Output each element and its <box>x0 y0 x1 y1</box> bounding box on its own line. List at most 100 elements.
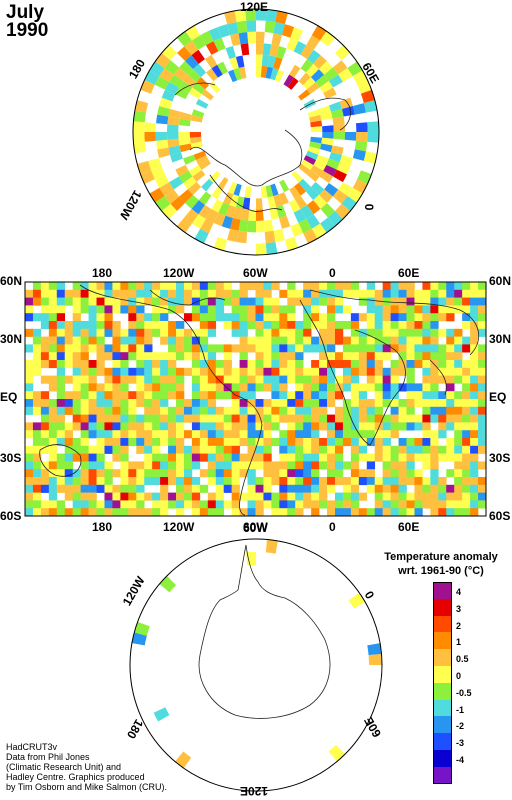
anomaly-cell <box>207 282 217 291</box>
anomaly-cell <box>168 453 177 462</box>
anomaly-cell <box>48 477 58 486</box>
anomaly-cell <box>382 336 391 345</box>
polar-anomaly-cell <box>352 103 366 115</box>
anomaly-cell <box>96 438 105 447</box>
anomaly-cell <box>327 453 336 462</box>
anomaly-cell <box>176 328 185 337</box>
anomaly-cell <box>279 453 288 462</box>
anomaly-cell <box>319 297 328 306</box>
anomaly-cell <box>358 352 368 361</box>
anomaly-cell <box>112 500 121 509</box>
anomaly-cell <box>72 438 81 447</box>
anomaly-cell <box>382 321 391 330</box>
anomaly-cell <box>136 391 145 400</box>
anomaly-cell <box>32 297 42 306</box>
polar-anomaly-cell <box>236 20 248 34</box>
polar-anomaly-cell <box>286 37 299 52</box>
anomaly-cell <box>398 453 407 462</box>
anomaly-cell <box>56 477 66 486</box>
anomaly-cell <box>247 445 256 454</box>
anomaly-cell <box>334 438 344 447</box>
anomaly-cell <box>64 469 73 478</box>
anomaly-cell <box>279 289 288 298</box>
anomaly-cell <box>470 430 479 439</box>
anomaly-cell <box>358 383 368 392</box>
anomaly-cell <box>263 445 272 454</box>
anomaly-cell <box>430 391 439 400</box>
anomaly-cell <box>128 352 137 361</box>
anomaly-cell <box>215 422 225 431</box>
anomaly-cell <box>414 399 423 408</box>
anomaly-cell <box>168 492 177 501</box>
polar-anomaly-cell <box>205 41 219 55</box>
anomaly-cell <box>183 352 193 361</box>
anomaly-cell <box>446 399 455 408</box>
anomaly-cell <box>247 297 256 306</box>
anomaly-cell <box>414 305 423 314</box>
anomaly-cell <box>152 321 161 330</box>
anomaly-cell <box>406 500 415 509</box>
anomaly-cell <box>311 453 320 462</box>
anomaly-cell <box>168 469 177 478</box>
legend-title-line1: Temperature anomaly <box>384 551 498 563</box>
anomaly-cell <box>438 375 447 384</box>
polar-anomaly-cell <box>256 220 265 233</box>
anomaly-cell <box>80 297 89 306</box>
polar-anomaly-cell <box>264 20 276 34</box>
anomaly-cell <box>462 289 471 298</box>
polar-anomaly-cell <box>235 196 245 209</box>
polar-anomaly-cell <box>300 204 314 219</box>
anomaly-cell <box>454 297 463 306</box>
anomaly-cell <box>48 344 58 353</box>
polar-anomaly-cell <box>206 68 218 82</box>
anomaly-cell <box>96 360 105 369</box>
anomaly-cell <box>96 469 105 478</box>
anomaly-cell <box>215 391 225 400</box>
anomaly-cell <box>48 445 58 454</box>
anomaly-cell <box>342 477 352 486</box>
legend-swatch <box>433 649 452 666</box>
bottom-tick-60e: 60E <box>398 520 420 534</box>
polar-anomaly-cell <box>140 80 155 94</box>
anomaly-cell <box>247 367 256 376</box>
anomaly-cell <box>112 297 121 306</box>
anomaly-cell <box>88 492 97 501</box>
anomaly-cell <box>334 321 344 330</box>
polar-anomaly-cell <box>332 116 345 126</box>
anomaly-cell <box>25 422 34 431</box>
anomaly-cell <box>366 282 376 291</box>
anomaly-cell <box>223 313 232 322</box>
anomaly-cell <box>462 321 471 330</box>
polar-anomaly-cell <box>355 122 368 132</box>
anomaly-cell <box>311 297 320 306</box>
polar-anomaly-cell <box>131 632 147 646</box>
anomaly-cell <box>374 360 383 369</box>
anomaly-cell <box>303 453 312 462</box>
anomaly-cell <box>311 469 320 478</box>
anomaly-cell <box>239 305 248 314</box>
anomaly-cell <box>398 484 407 493</box>
anomaly-cell <box>263 438 272 447</box>
anomaly-cell <box>462 375 471 384</box>
polar-anomaly-cell <box>270 183 279 197</box>
polar-anomaly-cell <box>189 132 202 138</box>
polar-anomaly-cell <box>156 114 169 125</box>
anomaly-cell <box>303 461 312 470</box>
anomaly-cell <box>430 367 439 376</box>
anomaly-cell <box>255 305 264 314</box>
anomaly-cell <box>72 305 81 314</box>
anomaly-cell <box>96 352 105 361</box>
anomaly-cell <box>287 336 296 345</box>
polar-anomaly-cell <box>159 97 173 109</box>
polar-anomaly-cell <box>170 196 186 211</box>
anomaly-cell <box>88 484 97 493</box>
anomaly-cell <box>215 508 225 516</box>
anomaly-cell <box>183 430 193 439</box>
anomaly-cell <box>239 406 248 415</box>
anomaly-cell <box>112 352 121 361</box>
anomaly-cell <box>454 360 463 369</box>
anomaly-cell <box>199 484 209 493</box>
anomaly-cell <box>374 445 383 454</box>
anomaly-cell <box>255 399 264 408</box>
anomaly-cell <box>48 383 58 392</box>
